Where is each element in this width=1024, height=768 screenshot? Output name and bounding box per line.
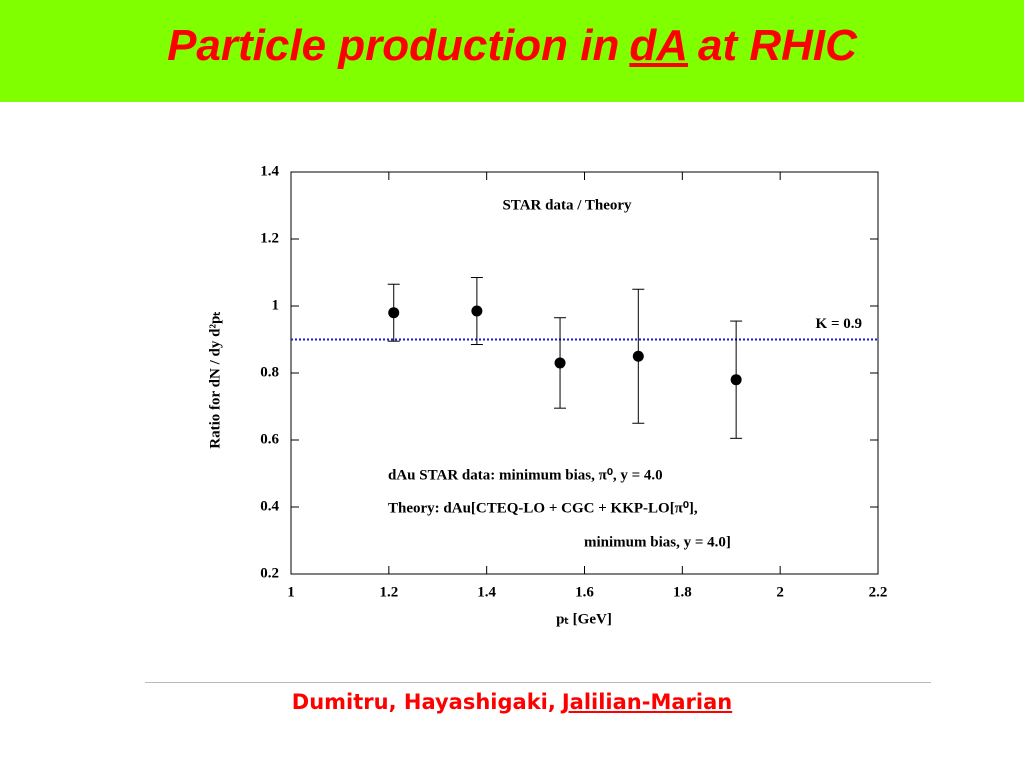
x-tick-label: 1.8: [673, 584, 692, 600]
header: Particle production in dA at RHIC: [0, 0, 1024, 102]
data-point: [388, 307, 400, 319]
y-axis-label: Ratio for dN / dy d²pₜ: [207, 311, 223, 448]
data-point: [632, 350, 644, 362]
chart-title: STAR data / Theory: [502, 197, 632, 213]
authors: Dumitru, Hayashigaki,: [291, 690, 556, 714]
data-point: [730, 374, 742, 386]
reference-label: K = 0.9: [816, 316, 862, 332]
annotation: minimum bias, y = 4.0]: [584, 534, 731, 550]
data-point: [554, 357, 566, 369]
y-tick-label: 0.8: [260, 364, 279, 380]
y-tick-label: 1.2: [260, 230, 279, 246]
y-tick-label: 0.2: [260, 565, 279, 581]
footer: Dumitru, Hayashigaki, Jalilian-Marian: [0, 690, 1024, 714]
x-tick-label: 2.2: [869, 584, 888, 600]
chart: STAR data / Theory pₜ [GeV] Ratio for dN…: [207, 163, 888, 627]
divider: [145, 682, 931, 683]
x-tick-label: 1.6: [575, 584, 594, 600]
annotation: Theory: dAu[CTEQ-LO + CGC + KKP-LO[π⁰],: [388, 500, 698, 516]
x-tick-label: 2: [776, 584, 784, 600]
y-tick-label: 1.4: [260, 163, 279, 179]
data-point: [471, 305, 483, 317]
x-tick-label: 1.2: [379, 584, 398, 600]
slide-title: Particle production in dA at RHIC: [0, 0, 1024, 92]
author-link[interactable]: Jalilian-Marian: [561, 690, 733, 714]
y-tick-label: 0.4: [260, 498, 279, 514]
title-link[interactable]: dA: [629, 21, 689, 70]
x-axis-label: pₜ [GeV]: [556, 611, 612, 627]
annotation: dAu STAR data: minimum bias, π⁰, y = 4.0: [388, 467, 663, 483]
y-tick-label: 1: [272, 297, 280, 313]
x-tick-label: 1: [287, 584, 295, 600]
title-text: at RHIC: [698, 21, 857, 70]
title-text: Particle production in: [167, 21, 620, 70]
y-tick-label: 0.6: [260, 431, 279, 447]
x-tick-label: 1.4: [477, 584, 496, 600]
